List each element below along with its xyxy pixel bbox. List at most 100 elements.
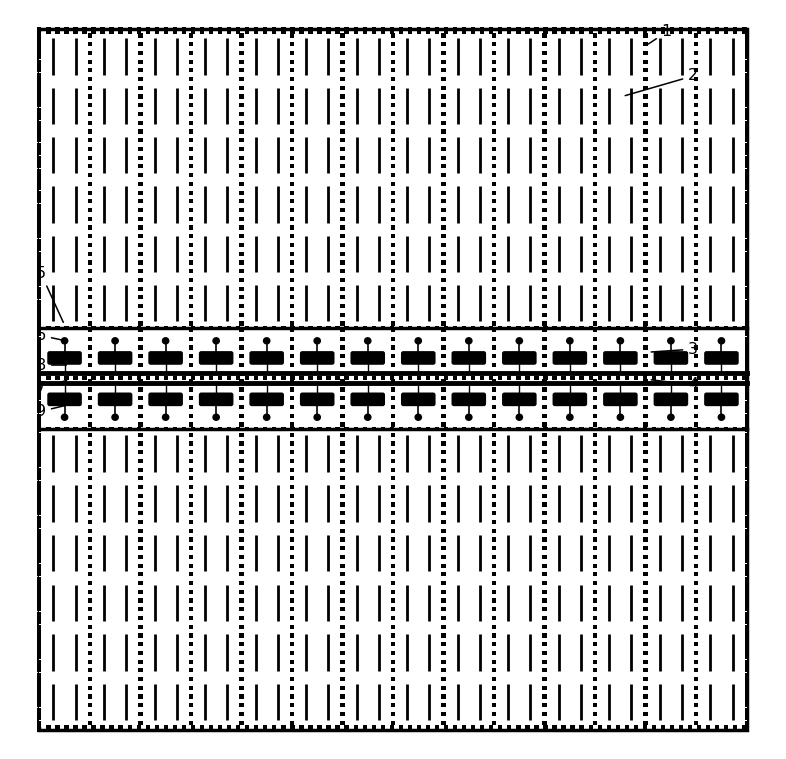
Bar [299, 376, 303, 380]
Bar [744, 498, 749, 502]
Bar [37, 335, 42, 339]
FancyBboxPatch shape [704, 392, 739, 406]
Bar [37, 161, 42, 165]
Bar [744, 300, 749, 304]
Bar [189, 68, 193, 73]
Bar [542, 450, 547, 454]
Bar [643, 326, 647, 330]
Bar [380, 728, 385, 732]
Bar [492, 147, 496, 151]
Bar [182, 427, 186, 431]
Bar [744, 269, 749, 273]
Bar [191, 725, 195, 729]
Bar [272, 326, 277, 330]
Bar [37, 677, 42, 682]
Bar [744, 341, 749, 345]
Bar [37, 221, 42, 225]
Bar [263, 30, 267, 34]
Bar [354, 27, 358, 31]
Bar [55, 427, 60, 431]
Bar [516, 376, 520, 380]
Text: 4: 4 [652, 377, 698, 392]
Bar [189, 43, 193, 46]
Bar [442, 546, 446, 550]
Bar [408, 728, 412, 732]
Bar [724, 326, 729, 330]
Bar [326, 725, 331, 729]
Bar [593, 458, 597, 463]
Bar [390, 30, 394, 34]
Bar [744, 47, 749, 52]
Bar [426, 376, 430, 380]
Bar [390, 376, 394, 380]
Bar [435, 427, 439, 431]
Bar [744, 650, 749, 653]
Bar [579, 376, 584, 380]
Bar [442, 354, 446, 358]
Bar [542, 660, 547, 663]
Bar [534, 376, 538, 380]
Bar [138, 677, 142, 682]
Bar [744, 685, 749, 688]
Bar [37, 317, 42, 321]
Bar [340, 502, 344, 507]
Bar [263, 427, 267, 431]
Bar [37, 633, 42, 638]
Bar [37, 555, 42, 559]
Bar [542, 217, 547, 221]
Bar [290, 642, 294, 647]
Bar [442, 337, 446, 341]
Bar [109, 376, 114, 380]
Bar [239, 43, 244, 46]
Bar [138, 607, 142, 612]
Bar [37, 86, 42, 90]
Bar [37, 562, 42, 566]
Bar [155, 427, 159, 431]
Bar [644, 68, 648, 73]
Bar [542, 493, 547, 498]
Bar [189, 512, 193, 515]
Bar [37, 295, 42, 300]
Bar [724, 728, 729, 732]
Bar [340, 512, 344, 515]
Bar [37, 151, 42, 156]
Bar [744, 667, 749, 671]
Bar [138, 208, 142, 213]
Bar [37, 328, 42, 332]
Bar [525, 27, 530, 31]
Bar [318, 427, 321, 431]
Bar [37, 134, 42, 139]
Bar [189, 433, 193, 437]
Bar [744, 125, 749, 129]
Bar [318, 427, 321, 431]
Bar [391, 485, 395, 490]
Bar [679, 376, 683, 380]
Bar [694, 260, 698, 265]
Bar [742, 326, 747, 330]
Bar [88, 599, 92, 603]
FancyBboxPatch shape [351, 351, 385, 365]
Bar [336, 30, 340, 34]
Bar [340, 200, 344, 203]
Bar [390, 326, 394, 330]
Bar [442, 529, 446, 533]
Bar [37, 257, 42, 261]
Bar [744, 620, 749, 625]
Bar [542, 243, 547, 247]
Bar [644, 546, 648, 550]
Bar [442, 200, 446, 203]
Bar [391, 458, 395, 463]
Bar [593, 68, 597, 73]
Bar [239, 103, 244, 108]
Bar [744, 376, 749, 380]
Bar [138, 650, 142, 655]
Circle shape [163, 338, 169, 344]
Bar [189, 555, 193, 559]
Bar [101, 376, 105, 380]
Bar [744, 304, 749, 308]
Bar [236, 30, 241, 34]
Bar [37, 669, 42, 672]
Bar [744, 99, 749, 104]
Bar [442, 396, 446, 401]
Bar [744, 257, 749, 261]
